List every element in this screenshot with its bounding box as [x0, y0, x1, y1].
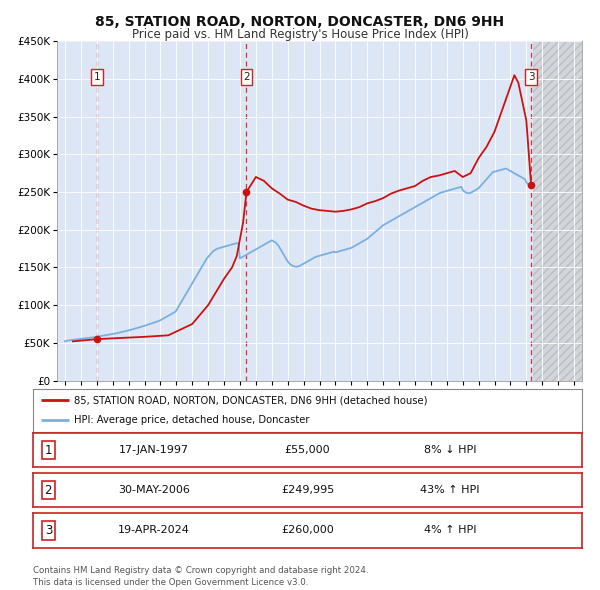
Bar — [533, 41, 582, 381]
Text: 30-MAY-2006: 30-MAY-2006 — [118, 486, 190, 495]
Text: £249,995: £249,995 — [281, 486, 334, 495]
Text: 2: 2 — [243, 72, 250, 82]
Text: 19-APR-2024: 19-APR-2024 — [118, 526, 190, 535]
Text: 3: 3 — [44, 524, 52, 537]
Text: 4% ↑ HPI: 4% ↑ HPI — [424, 526, 476, 535]
Text: 1: 1 — [94, 72, 101, 82]
Text: 85, STATION ROAD, NORTON, DONCASTER, DN6 9HH: 85, STATION ROAD, NORTON, DONCASTER, DN6… — [95, 15, 505, 29]
Text: 8% ↓ HPI: 8% ↓ HPI — [424, 445, 476, 455]
Text: 2: 2 — [44, 484, 52, 497]
Text: 85, STATION ROAD, NORTON, DONCASTER, DN6 9HH (detached house): 85, STATION ROAD, NORTON, DONCASTER, DN6… — [74, 395, 428, 405]
Text: 3: 3 — [528, 72, 535, 82]
Text: £260,000: £260,000 — [281, 526, 334, 535]
Text: Price paid vs. HM Land Registry's House Price Index (HPI): Price paid vs. HM Land Registry's House … — [131, 28, 469, 41]
Text: 1: 1 — [44, 444, 52, 457]
Text: £55,000: £55,000 — [284, 445, 331, 455]
Text: 17-JAN-1997: 17-JAN-1997 — [119, 445, 189, 455]
Text: 43% ↑ HPI: 43% ↑ HPI — [421, 486, 480, 495]
Text: Contains HM Land Registry data © Crown copyright and database right 2024.
This d: Contains HM Land Registry data © Crown c… — [33, 566, 368, 587]
Text: HPI: Average price, detached house, Doncaster: HPI: Average price, detached house, Donc… — [74, 415, 310, 425]
